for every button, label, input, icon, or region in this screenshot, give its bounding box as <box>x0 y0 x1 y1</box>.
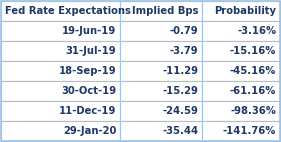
Bar <box>1 1 120 21</box>
Text: -0.79: -0.79 <box>170 26 198 36</box>
Bar <box>1 101 120 121</box>
Text: 18-Sep-19: 18-Sep-19 <box>59 66 116 76</box>
Text: 11-Dec-19: 11-Dec-19 <box>59 106 116 116</box>
Text: 29-Jan-20: 29-Jan-20 <box>63 126 116 136</box>
Text: Fed Rate Expectations: Fed Rate Expectations <box>5 6 131 16</box>
Text: -3.16%: -3.16% <box>237 26 276 36</box>
Bar <box>202 1 280 21</box>
Bar <box>202 101 280 121</box>
Text: -35.44: -35.44 <box>162 126 198 136</box>
Bar <box>202 121 280 141</box>
Bar <box>120 1 202 21</box>
Text: -3.79: -3.79 <box>170 46 198 56</box>
Bar <box>202 61 280 81</box>
Text: Probability: Probability <box>214 6 276 16</box>
Bar <box>202 41 280 61</box>
Text: 31-Jul-19: 31-Jul-19 <box>66 46 116 56</box>
Text: -11.29: -11.29 <box>162 66 198 76</box>
Text: 30-Oct-19: 30-Oct-19 <box>61 86 116 96</box>
Bar <box>1 81 120 101</box>
Text: -15.16%: -15.16% <box>230 46 276 56</box>
Text: -15.29: -15.29 <box>162 86 198 96</box>
Bar <box>1 61 120 81</box>
Bar <box>1 121 120 141</box>
Bar <box>1 21 120 41</box>
Text: -61.16%: -61.16% <box>230 86 276 96</box>
Bar <box>120 61 202 81</box>
Text: -45.16%: -45.16% <box>230 66 276 76</box>
Text: Implied Bps: Implied Bps <box>132 6 198 16</box>
Bar <box>120 81 202 101</box>
Text: -141.76%: -141.76% <box>223 126 276 136</box>
Bar <box>120 41 202 61</box>
Bar <box>202 21 280 41</box>
Bar <box>202 81 280 101</box>
Bar <box>120 101 202 121</box>
Text: 19-Jun-19: 19-Jun-19 <box>62 26 116 36</box>
Bar <box>120 21 202 41</box>
Text: -98.36%: -98.36% <box>230 106 276 116</box>
Bar <box>120 121 202 141</box>
Text: -24.59: -24.59 <box>162 106 198 116</box>
Bar <box>1 41 120 61</box>
